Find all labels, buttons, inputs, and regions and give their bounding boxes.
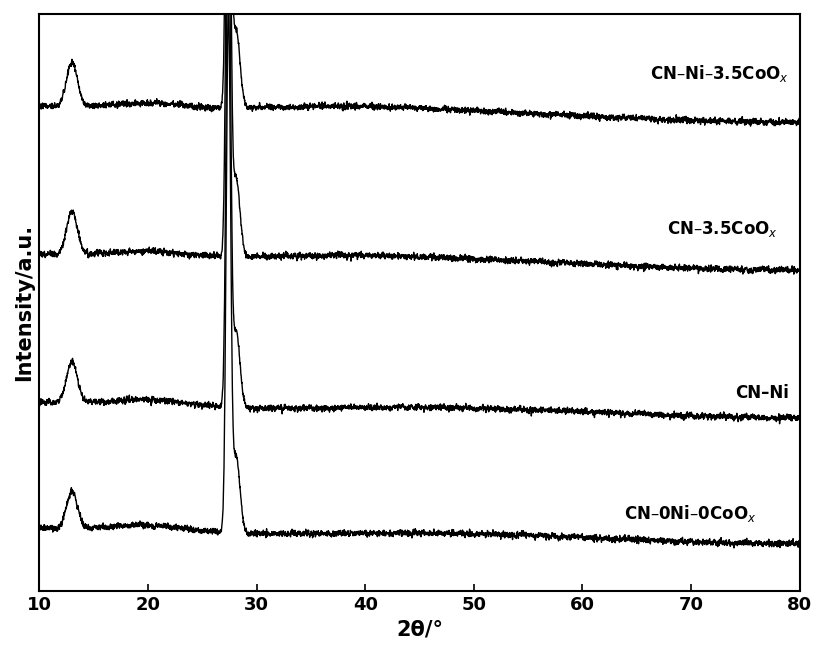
Text: CN–0Ni–0CoO$_x$: CN–0Ni–0CoO$_x$ [624,503,756,524]
Y-axis label: Intensity/a.u.: Intensity/a.u. [14,224,34,381]
Text: CN–Ni–3.5CoO$_x$: CN–Ni–3.5CoO$_x$ [650,63,789,84]
X-axis label: 2θ/°: 2θ/° [396,619,443,639]
Text: CN–Ni: CN–Ni [735,384,789,402]
Text: CN–3.5CoO$_x$: CN–3.5CoO$_x$ [667,219,778,240]
